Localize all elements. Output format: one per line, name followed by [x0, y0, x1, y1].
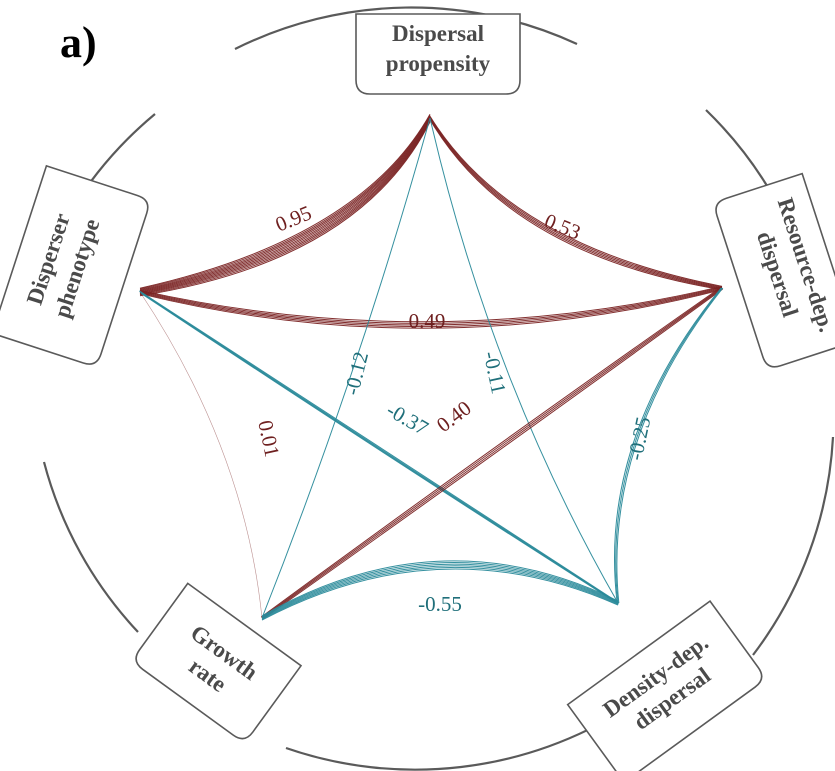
- edge-strand: [616, 287, 724, 604]
- edge-strand: [139, 288, 723, 328]
- edge-strand: [429, 116, 723, 288]
- panel-label: a): [60, 18, 97, 67]
- edge-dp-ph: [139, 113, 431, 297]
- edge-label-dispersal-resource: 0.53: [541, 209, 584, 245]
- edge-strand: [139, 291, 263, 619]
- edge-rd-dd: [614, 287, 724, 604]
- node-density-dep-dispersal: Density-dep. dispersal: [566, 600, 763, 771]
- node-growth-rate: Growth rate: [135, 582, 303, 740]
- edge-label-phenotype-growth: 0.01: [253, 418, 284, 459]
- edge-dp-gr: [261, 117, 431, 619]
- edge-label-resource-density: -0.25: [623, 415, 656, 463]
- edge-strand: [261, 117, 431, 619]
- edge-strand: [261, 287, 723, 619]
- edge-strand: [262, 288, 724, 620]
- edge-strand: [139, 114, 431, 290]
- edge-strand: [139, 286, 723, 324]
- edge-strand: [139, 289, 723, 329]
- edge-strand: [261, 566, 619, 620]
- edge-label-phenotype-density: -0.37: [383, 398, 433, 441]
- edge-dp-dd: [429, 117, 619, 604]
- edge-label-growth-density: -0.55: [418, 592, 462, 616]
- edge-strand: [614, 287, 722, 604]
- edge-strand: [139, 119, 431, 295]
- node-label-line2: propensity: [386, 51, 491, 76]
- edges-layer: [139, 113, 724, 621]
- node-resource-dep-dispersal: Resource-dep. dispersal: [715, 172, 835, 368]
- edge-strand: [260, 286, 722, 618]
- edge-strand: [261, 287, 723, 619]
- edge-labels: 0.95 0.53 0.49 -0.12 -0.11 -0.37 0.40 0.…: [253, 201, 655, 616]
- edge-strand: [139, 116, 431, 292]
- edge-strand: [139, 119, 431, 294]
- edge-strand: [139, 285, 723, 323]
- edge-ph-dd: [139, 290, 619, 605]
- edge-strand: [139, 115, 431, 291]
- edge-strand: [429, 119, 723, 291]
- edge-strand: [140, 292, 619, 605]
- edge-strand: [261, 560, 619, 617]
- edge-strand: [429, 116, 723, 287]
- edge-strand: [139, 118, 431, 293]
- edge-strand: [139, 117, 431, 293]
- edge-strand: [261, 563, 619, 619]
- edge-strand: [139, 121, 431, 297]
- node-dispersal-propensity: Dispersal propensity: [355, 13, 521, 95]
- edge-strand: [139, 291, 619, 604]
- edge-strand: [139, 113, 431, 289]
- edge-strand: [139, 290, 618, 603]
- edge-ph-gr: [139, 291, 263, 619]
- edge-dp-rd: [429, 116, 723, 291]
- edge-strand: [429, 118, 723, 290]
- edge-strand: [429, 117, 619, 604]
- edge-rd-gr: [260, 286, 724, 620]
- edge-label-dispersal-growth: -0.12: [339, 349, 373, 397]
- edge-strand: [261, 562, 619, 618]
- edge-strand: [615, 287, 723, 604]
- edge-strand: [261, 565, 619, 619]
- edge-ph-rd: [139, 285, 723, 329]
- edge-strand: [139, 291, 619, 604]
- edge-strand: [261, 568, 619, 621]
- edge-strand: [139, 287, 723, 326]
- edge-strand: [139, 120, 431, 296]
- edge-label-phenotype-resource: 0.49: [409, 309, 446, 333]
- node-disperser-phenotype: Disperser phenotype: [0, 164, 149, 365]
- edge-gr-dd: [261, 560, 619, 621]
- edge-label-dispersal-density: -0.11: [479, 349, 511, 396]
- edge-label-resource-growth: 0.40: [432, 396, 476, 437]
- edge-strand: [429, 117, 723, 289]
- node-label-line1: Dispersal: [392, 21, 484, 46]
